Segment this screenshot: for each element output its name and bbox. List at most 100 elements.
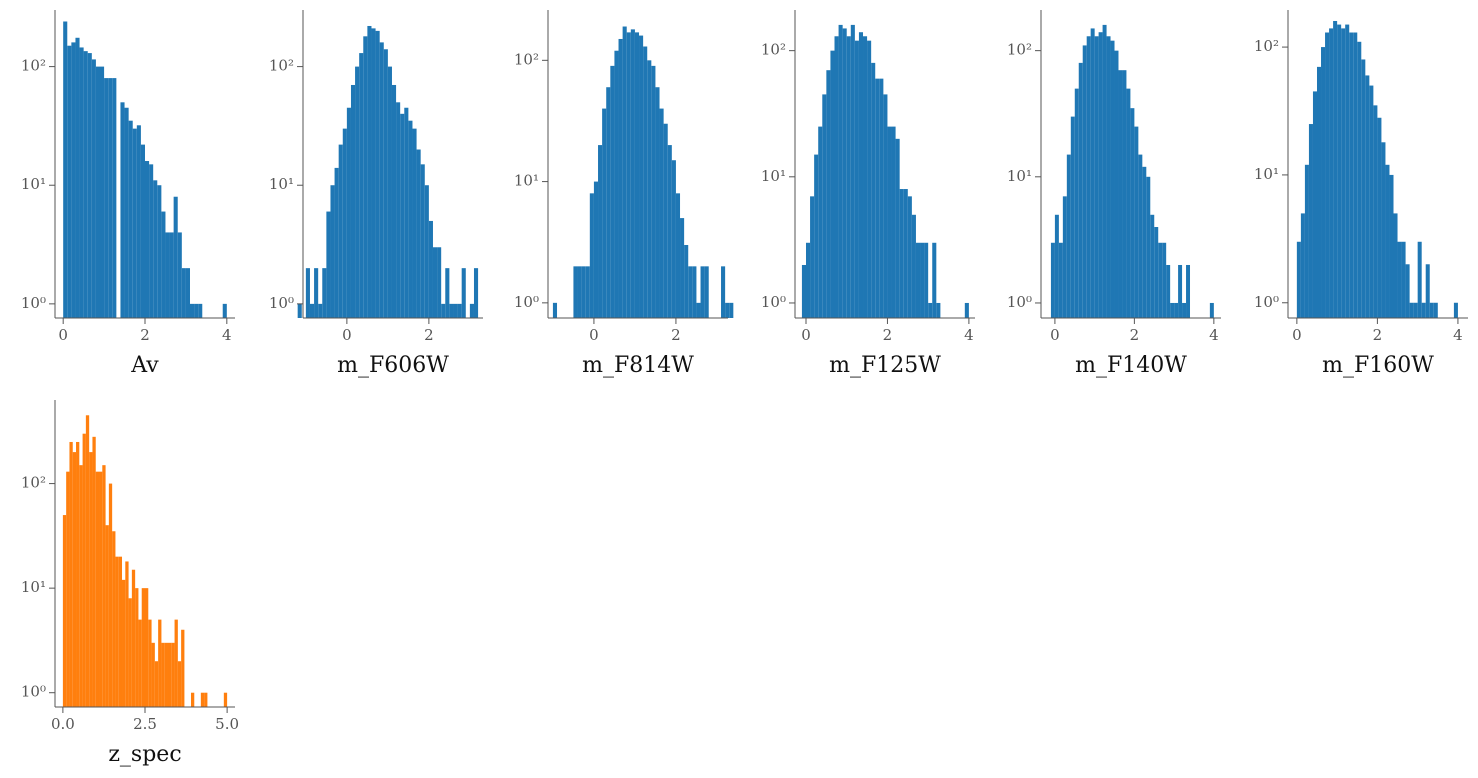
bar [461,268,466,318]
bar [1166,264,1171,318]
bar [391,84,397,318]
bar [895,138,900,318]
bar [1174,302,1179,318]
bar [174,619,178,707]
bar [647,60,652,318]
bar [135,588,139,707]
y-tick-label: 10⁰ [21,294,46,312]
bar [151,642,155,707]
bar [346,107,351,319]
bar [416,149,421,318]
bar [124,107,129,319]
x-tick-label: 0 [58,326,68,344]
y-tick-label: 10² [21,474,46,492]
bar [1417,241,1422,318]
y-tick-label: 10¹ [761,167,786,185]
bar [1316,66,1322,318]
bar [396,102,401,318]
bar [854,40,859,318]
x-tick-label: 0 [342,326,352,344]
x-axis-label: m_F160W [1322,353,1434,378]
bar [379,42,384,319]
x-tick-label: 0.0 [51,715,75,733]
bar [1138,154,1143,318]
bar [907,196,912,318]
bar [1066,154,1071,318]
bar [1054,214,1059,318]
bar [412,128,417,318]
bar [879,78,884,318]
x-tick-label: 4 [1209,326,1219,344]
bar [721,266,726,318]
bar [846,36,851,319]
bar [115,556,119,707]
x-axis-label: m_F814W [582,353,694,378]
bar [338,144,343,318]
bar [887,126,892,318]
bar [1429,302,1434,318]
bar [573,266,578,318]
bar [171,642,175,707]
x-tick-label: 2.5 [133,715,157,733]
x-tick-label: 5.0 [215,715,239,733]
bar [190,303,195,318]
x-tick-label: 4 [964,326,974,344]
bar [688,266,693,318]
bar [680,218,685,318]
bar [177,232,182,318]
bar [1321,47,1326,319]
bar [1078,62,1083,318]
bar [1154,227,1159,318]
bar [1134,126,1139,318]
bar [1385,164,1390,318]
bar [161,211,166,318]
bar [223,692,228,707]
bar [441,303,446,318]
bar [100,66,105,319]
bar [69,441,73,707]
bar [297,303,302,318]
bar [367,25,372,318]
x-tick-label: 4 [222,326,232,344]
bar [145,161,150,318]
bar [924,242,929,318]
bar [437,247,442,318]
bar [704,266,709,318]
bar [729,302,734,318]
bar [1150,214,1155,318]
bar [858,32,864,318]
bar [89,452,93,707]
bar [1393,213,1398,318]
bar [1070,116,1075,318]
bar [108,483,113,707]
bar [577,266,582,318]
bar [424,185,429,318]
bar [1114,50,1119,318]
bar [1308,124,1313,318]
bar [1082,45,1087,319]
y-tick-label: 10¹ [269,175,294,193]
bar [157,185,162,318]
bar [122,579,126,707]
bar [112,78,117,318]
bar [915,242,921,318]
bar [1397,241,1402,318]
bar [222,303,227,318]
x-tick-label: 2 [883,326,893,344]
bar [593,181,599,318]
bar [1349,32,1354,318]
bar [1312,91,1317,318]
bar [1453,302,1458,318]
bar [1102,24,1107,318]
bar [932,242,937,318]
bar [1329,28,1334,318]
x-tick-label: 0 [1050,326,1060,344]
bar [830,50,835,318]
bar [1074,88,1079,318]
bar [138,619,142,707]
bar [432,247,438,318]
bar [158,619,162,707]
bar [598,145,603,318]
bar [1090,28,1095,318]
